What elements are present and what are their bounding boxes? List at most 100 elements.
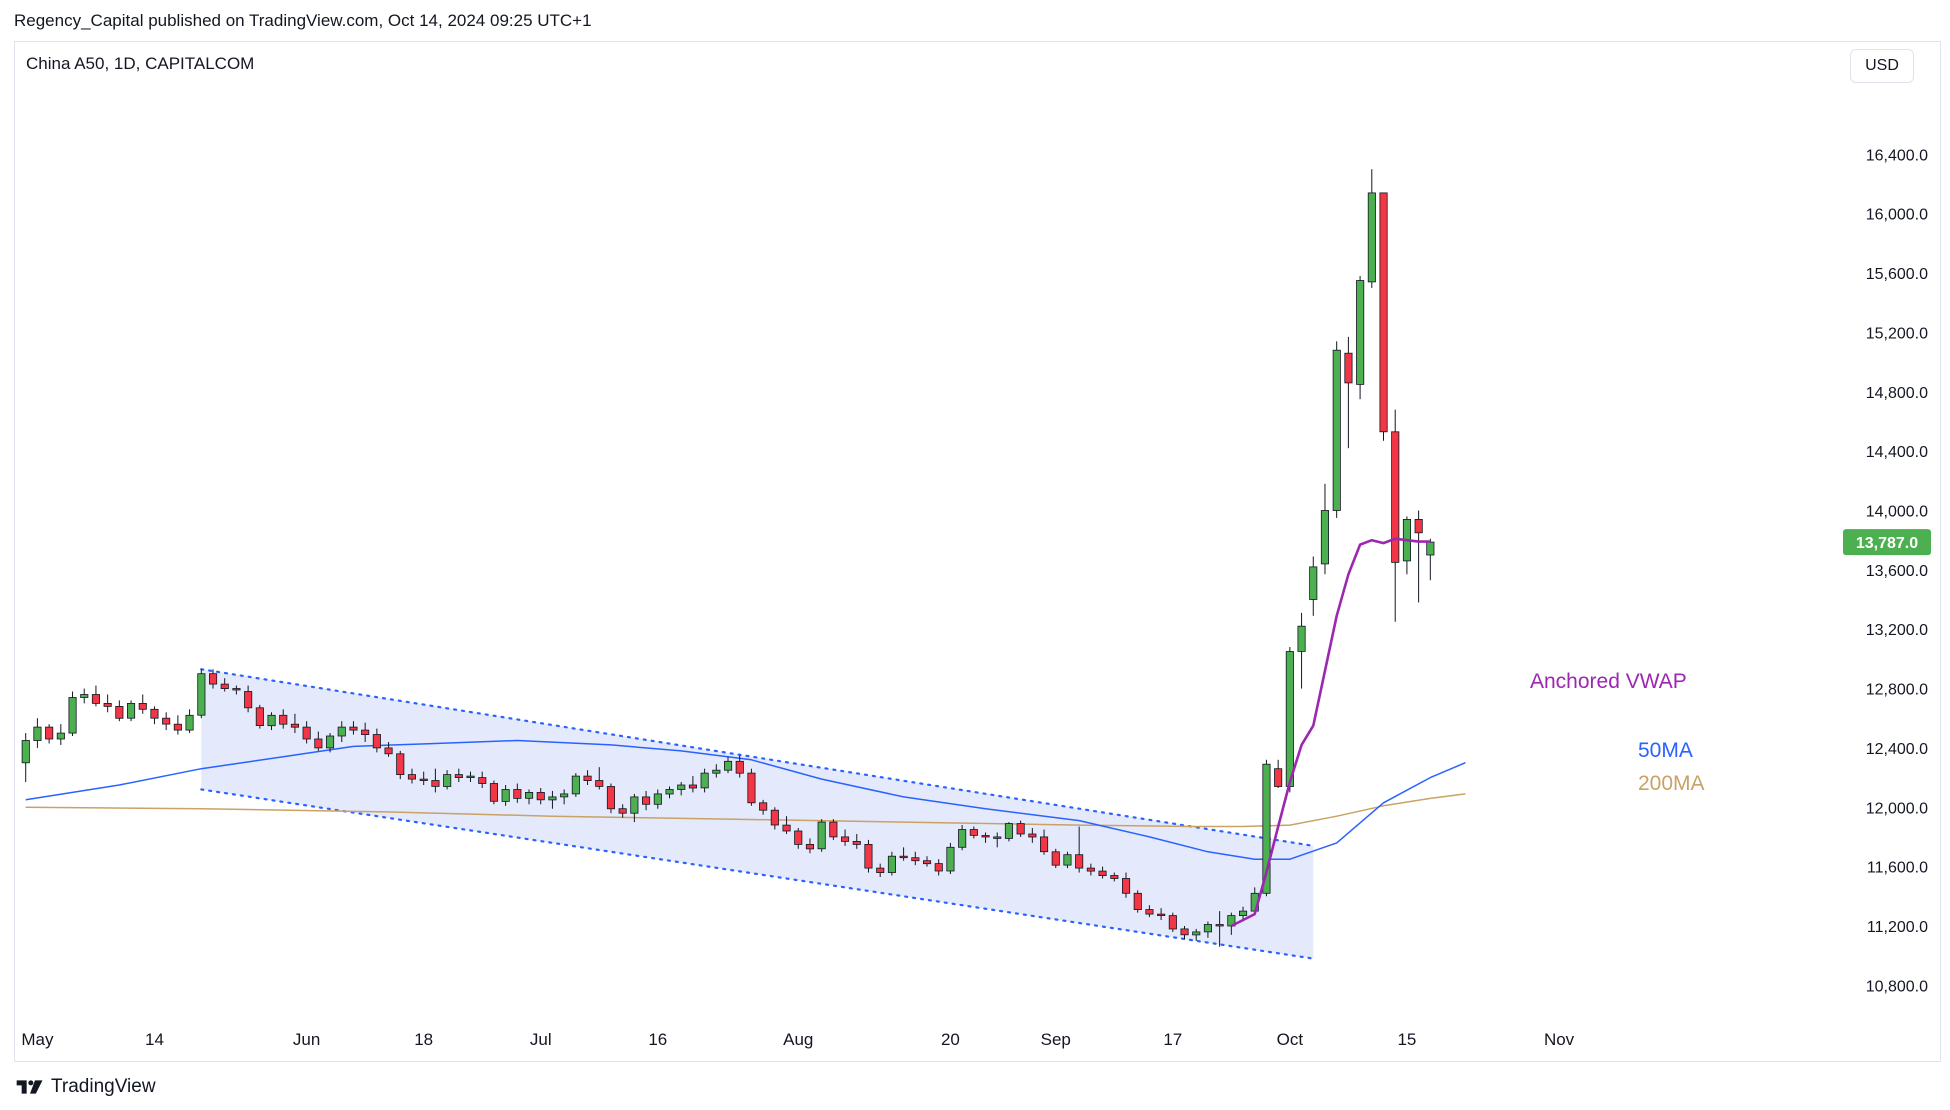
candle [1098, 866, 1107, 879]
x-tick-label: Oct [1277, 1030, 1304, 1049]
candle-body-down [805, 844, 814, 850]
currency-selector[interactable]: USD [1850, 49, 1914, 83]
candle-body-up [1426, 541, 1435, 556]
time-axis[interactable]: May 14 Jun 18 Jul 16 Aug 20 Sep 17 Oct 15 Nov [21, 1030, 1574, 1049]
candle [115, 700, 124, 722]
candle-body-down [115, 706, 124, 719]
candle [946, 842, 955, 875]
published-by-line: Regency_Capital published on TradingView… [14, 11, 592, 30]
ma200-label: 200MA [1638, 772, 1705, 795]
symbol-title: China A50, 1D, CAPITALCOM [26, 54, 255, 73]
candle-body-down [138, 703, 147, 710]
candle [1192, 928, 1201, 941]
candle [887, 851, 896, 876]
candle-body-up [548, 796, 557, 801]
candle [1040, 829, 1049, 855]
candle-body-up [267, 714, 276, 727]
candle [712, 764, 721, 778]
candle [548, 790, 557, 809]
candle [1110, 872, 1119, 882]
candle [337, 721, 346, 742]
candle-body-down [361, 729, 370, 735]
candle [969, 826, 978, 839]
candle [1075, 826, 1084, 873]
candle-body-down [969, 829, 978, 836]
candle [208, 669, 218, 689]
candle-body-down [45, 726, 54, 740]
candle [1145, 905, 1154, 918]
descending-channel [200, 668, 1315, 960]
ma50-line [25, 739, 1466, 860]
candle [993, 832, 1002, 848]
x-tick-label: Jul [530, 1030, 552, 1049]
y-tick-label: 16,000.0 [1866, 207, 1928, 224]
candle [829, 819, 838, 840]
annotations-group: Anchored VWAP 50MA 200MA [1530, 670, 1705, 795]
candle-body-down [1122, 878, 1131, 894]
x-tick-label: 17 [1163, 1030, 1182, 1049]
current-price-label: 13,787.0 [1856, 535, 1918, 552]
candle [1215, 911, 1224, 947]
candle-body-up [197, 673, 206, 716]
candle [759, 799, 768, 815]
candle [1168, 912, 1177, 932]
candle-body-down [220, 683, 229, 689]
price-axis[interactable]: 10,800.0 11,200.0 11,600.0 12,000.0 12,400.0… [1866, 147, 1928, 995]
candle [665, 786, 674, 799]
candle-body-down [1157, 913, 1166, 916]
candle-body-down [1180, 928, 1189, 936]
candle-body-down [1086, 867, 1095, 872]
candle-body-down [1133, 892, 1142, 910]
candle [302, 721, 311, 744]
candle-body-down [173, 723, 182, 731]
candle-body-down [618, 808, 627, 814]
candle [325, 733, 335, 753]
candle-body-down [1098, 870, 1107, 876]
candle-body-up [1239, 910, 1248, 916]
y-tick-label: 16,400.0 [1866, 147, 1928, 164]
candle [407, 768, 416, 784]
candle-body-down [1391, 431, 1400, 563]
candle-body-up [1192, 931, 1201, 936]
candle-body-down [583, 775, 592, 781]
candle [232, 685, 241, 695]
candle [454, 768, 463, 783]
candle-body-up [127, 703, 136, 719]
candle [80, 688, 89, 704]
chart-frame [14, 41, 1941, 1062]
x-tick-label: Jun [293, 1030, 320, 1049]
candle [1180, 925, 1189, 940]
candle [21, 733, 30, 783]
candle-body-up [501, 789, 510, 802]
candle-body-down [407, 774, 416, 780]
tradingview-logo[interactable]: TradingView [15, 1076, 156, 1098]
candle-body-down [864, 844, 873, 869]
ma50-line-group [25, 739, 1466, 860]
candle-body-down [981, 835, 990, 838]
candle [478, 771, 487, 788]
current-price-tag: 13,787.0 [1843, 529, 1931, 556]
candle-body-down [244, 691, 253, 709]
x-tick-label: 15 [1397, 1030, 1416, 1049]
y-tick-label: 12,000.0 [1866, 800, 1928, 817]
candle [782, 816, 791, 834]
candle-body-up [1309, 566, 1318, 600]
candle-body-down [923, 860, 932, 865]
candle-body-up [1356, 280, 1365, 385]
y-tick-label: 14,800.0 [1866, 385, 1928, 402]
ma200-line-group [25, 793, 1466, 828]
candle [677, 782, 686, 796]
candle [1402, 516, 1412, 575]
candle-body-down [1379, 192, 1388, 433]
candle [127, 700, 136, 722]
candle-body-down [876, 867, 885, 873]
candle-body-up [1262, 763, 1271, 894]
candle-body-down [103, 703, 112, 707]
candle [700, 768, 709, 793]
candle-body-down [431, 780, 440, 787]
candle [805, 838, 814, 854]
candle [571, 773, 580, 797]
candle [443, 770, 452, 790]
candle [876, 863, 885, 877]
